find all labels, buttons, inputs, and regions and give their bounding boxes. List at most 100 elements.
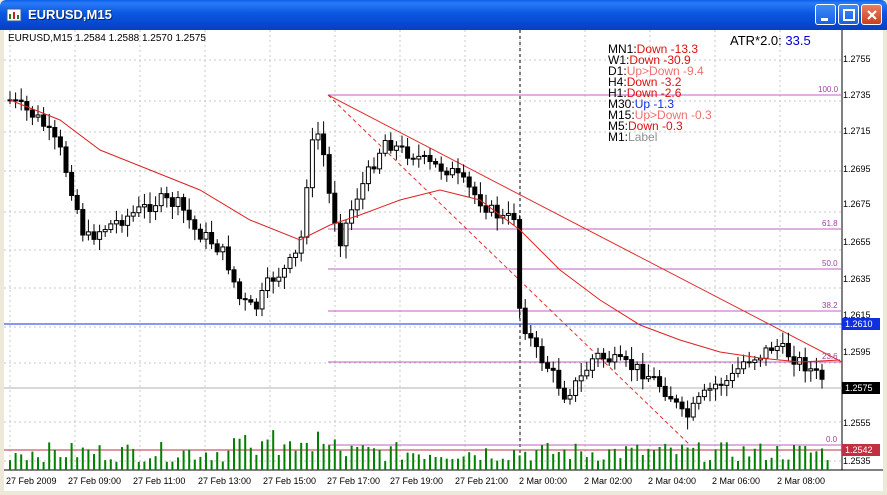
- candle-body: [203, 231, 209, 240]
- candle-body: [769, 347, 775, 351]
- candle-body: [326, 154, 332, 194]
- timeframe-status: Up>Down -9.4: [626, 64, 704, 78]
- candle-body: [237, 281, 243, 300]
- symbol-info: EURUSD,M15 1.2584 1.2588 1.2570 1.2575: [8, 33, 206, 44]
- price-chart[interactable]: [4, 30, 883, 491]
- candle-body: [405, 146, 411, 159]
- timeframe-row: H4:Down -3.2: [608, 76, 712, 88]
- timeframe-row: M30:Up -1.3: [608, 97, 712, 111]
- candle-body: [225, 246, 231, 271]
- time-tick-label: 2 Mar 04:00: [648, 476, 697, 486]
- candle-body: [785, 342, 791, 358]
- chart-app-icon: [6, 8, 22, 22]
- candle-body: [685, 408, 691, 418]
- candle-body: [197, 228, 203, 240]
- candle-body: [763, 347, 769, 359]
- candle-body: [214, 243, 220, 253]
- candle-body: [388, 140, 394, 151]
- candle-body: [57, 136, 63, 148]
- timeframe-status: Down -2.6: [626, 86, 682, 100]
- candle-body: [427, 154, 433, 163]
- price-marker-box: 1.2542: [842, 444, 880, 456]
- moving-average-line: [9, 99, 841, 363]
- candle-body: [673, 398, 679, 403]
- candle-body: [472, 186, 478, 196]
- candle-body: [108, 223, 114, 231]
- candle-body: [455, 168, 461, 174]
- timeframe-name: W1:: [608, 53, 630, 67]
- candle-body: [623, 356, 629, 361]
- candle-body: [85, 231, 91, 236]
- candle-body: [696, 396, 702, 404]
- candle-body: [281, 267, 287, 278]
- candle-body: [707, 388, 713, 391]
- candle-body: [433, 161, 439, 165]
- candle-body: [242, 298, 248, 301]
- candle-body: [416, 155, 422, 160]
- candle-body: [113, 220, 119, 225]
- candle-body: [52, 127, 58, 138]
- candle-body: [287, 256, 293, 269]
- candle-body: [735, 368, 741, 374]
- fibonacci-level-label: 50.0: [822, 259, 838, 268]
- maximize-icon: [843, 9, 855, 21]
- timeframe-name: M30:: [608, 97, 635, 111]
- minimize-button[interactable]: [815, 4, 836, 25]
- timeframe-status: Down -13.3: [636, 42, 699, 56]
- candle-body: [270, 277, 276, 282]
- candle-body: [483, 205, 489, 213]
- timeframe-name: M5:: [608, 119, 629, 133]
- fibonacci-level-label: 23.6: [822, 352, 838, 361]
- fibonacci-level-label: 38.2: [822, 301, 838, 310]
- price-tick-label: 1.2695: [843, 164, 871, 174]
- candle-body: [578, 375, 584, 382]
- candle-body: [315, 133, 321, 141]
- price-tick-label: 1.2595: [843, 347, 871, 357]
- candle-body: [528, 333, 534, 339]
- timeframe-name: H1:: [608, 86, 627, 100]
- timeframe-name: M15:: [608, 108, 635, 122]
- candle-body: [343, 222, 349, 247]
- candle-body: [293, 252, 299, 258]
- candle-body: [679, 401, 685, 410]
- candle-body: [640, 363, 646, 380]
- maximize-button[interactable]: [838, 4, 859, 25]
- candle-body: [746, 361, 752, 364]
- candle-body: [220, 246, 226, 253]
- candle-body: [276, 276, 282, 282]
- candle-body: [354, 198, 360, 211]
- candle-body: [729, 372, 735, 382]
- candle-body: [421, 154, 427, 157]
- candle-body: [713, 383, 719, 390]
- candle-body: [337, 222, 343, 247]
- close-button[interactable]: [861, 4, 882, 25]
- price-tick-label: 1.2635: [843, 274, 871, 284]
- title-bar[interactable]: EURUSD,M15: [0, 0, 887, 30]
- candle-body: [153, 205, 159, 213]
- candle-body: [791, 356, 797, 365]
- candle-body: [365, 166, 371, 185]
- candle-body: [13, 99, 19, 102]
- candle-body: [74, 194, 80, 210]
- price-tick-label: 1.2655: [843, 237, 871, 247]
- chart-canvas[interactable]: [4, 30, 883, 491]
- candle-body: [556, 369, 562, 389]
- candle-body: [181, 197, 187, 211]
- candle-body: [802, 357, 808, 372]
- candle-body: [393, 145, 399, 151]
- close-icon: [867, 10, 877, 20]
- candle-body: [158, 193, 164, 207]
- candle-body: [253, 301, 259, 310]
- time-tick-label: 2 Mar 08:00: [777, 476, 826, 486]
- timeframe-row: D1:Up>Down -9.4: [608, 64, 712, 78]
- price-tick-label: 1.2535: [843, 456, 871, 466]
- candle-body: [18, 99, 24, 103]
- candle-body: [718, 383, 724, 386]
- price-tick-label: 1.2715: [843, 126, 871, 136]
- price-marker-box: 1.2610: [842, 318, 880, 330]
- candle-body: [410, 157, 416, 160]
- candle-body: [186, 209, 192, 221]
- timeframe-status: Label: [628, 130, 658, 144]
- candle-body: [601, 352, 607, 360]
